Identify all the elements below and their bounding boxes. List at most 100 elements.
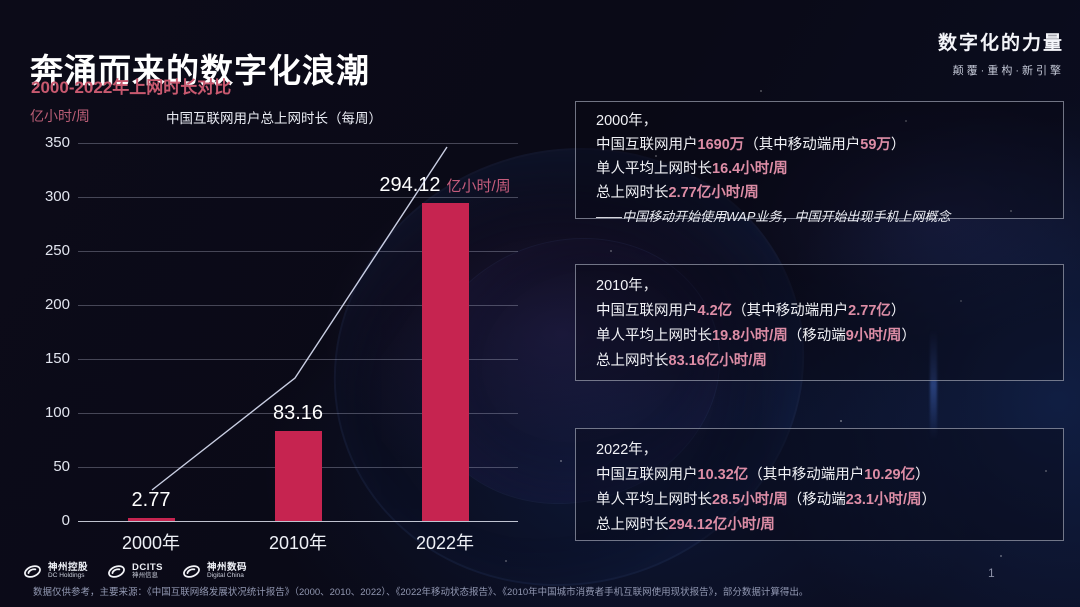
highlighted-value: 23.1小时/周 bbox=[845, 492, 922, 508]
y-tick-150: 150 bbox=[44, 350, 70, 367]
brand-block: 数字化的力量 颠覆·重构·新引擎 bbox=[938, 28, 1064, 78]
info-box-line: 单人平均上网时长16.4小时/周 bbox=[596, 157, 1043, 181]
bar-2010年 bbox=[274, 431, 322, 521]
highlighted-value: 9小时/周 bbox=[845, 328, 902, 344]
data-source-note: 数据仅供参考，主要来源：《中国互联网络发展状况统计报告》（2000、2010、2… bbox=[33, 587, 809, 598]
galaxy-swirl-icon bbox=[183, 565, 200, 578]
y-axis-unit-label: 亿小时/周 bbox=[30, 108, 90, 124]
highlighted-value: 294.12亿小时/周 bbox=[668, 517, 775, 533]
plain-text: 中国互联网用户 bbox=[596, 467, 698, 483]
brand-tagline: 颠覆·重构·新引擎 bbox=[952, 65, 1064, 77]
x-axis-label-2010年: 2010年 bbox=[268, 533, 328, 553]
info-box-year: 2000年， bbox=[596, 113, 658, 129]
stars-decoration bbox=[0, 0, 2, 2]
highlighted-value: 1690万 bbox=[697, 137, 745, 153]
info-box-line: 中国互联网用户4.2亿（其中移动端用户2.77亿） bbox=[596, 299, 1043, 324]
plain-text: 总上网时长 bbox=[596, 185, 669, 201]
highlighted-value: 28.5小时/周 bbox=[712, 492, 788, 508]
highlighted-value: 4.2亿 bbox=[697, 303, 733, 319]
gridline-100 bbox=[78, 413, 518, 414]
gridline-250 bbox=[78, 251, 518, 252]
plain-text: 中国互联网用户 bbox=[596, 303, 698, 319]
info-box-line: 中国互联网用户10.32亿（其中移动端用户10.29亿） bbox=[596, 463, 1043, 488]
plain-text: （其中移动端用户 bbox=[744, 137, 861, 153]
info-box-line: 总上网时长83.16亿小时/周 bbox=[596, 349, 1043, 374]
logo-row: 神州控股 DC Holdings DCITS 神州信息 bbox=[22, 561, 247, 582]
trend-line bbox=[151, 146, 448, 491]
logo-primary-text: 神州数码 bbox=[207, 562, 248, 574]
logo-primary-text: 神州控股 bbox=[48, 562, 89, 574]
plain-text: 总上网时长 bbox=[596, 353, 669, 369]
y-tick-350: 350 bbox=[44, 134, 70, 151]
page-number: 1 bbox=[988, 566, 995, 580]
y-tick-200: 200 bbox=[44, 296, 70, 313]
bar-chart: 亿小时/周 中国互联网用户总上网时长（每周） 0 50 100 150 200 250 30… bbox=[28, 100, 542, 578]
y-tick-100: 100 bbox=[44, 404, 70, 421]
galaxy-swirl-icon bbox=[24, 565, 41, 578]
highlighted-value: 19.8小时/周 bbox=[712, 328, 788, 344]
bar-value-unit: 亿小时/周 bbox=[446, 178, 511, 196]
highlighted-value: 2.77亿 bbox=[848, 303, 891, 319]
logo-primary-text: DCITS bbox=[132, 562, 164, 574]
plain-text: 中国互联网用户 bbox=[596, 137, 698, 153]
gridline-200 bbox=[78, 305, 518, 306]
logo-secondary-text: Digital China bbox=[207, 572, 244, 580]
plain-text: 总上网时长 bbox=[596, 517, 669, 533]
galaxy-swirl-icon bbox=[108, 565, 125, 578]
logo-digital-china: 神州数码 Digital China bbox=[181, 561, 247, 582]
plain-text: 单人平均上网时长 bbox=[596, 492, 712, 508]
chart-title: 中国互联网用户总上网时长（每周） bbox=[166, 111, 382, 126]
logo-dcits: DCITS 神州信息 bbox=[106, 561, 163, 582]
plain-text: ） bbox=[921, 492, 937, 508]
y-tick-0: 0 bbox=[61, 512, 70, 529]
info-box-line: 单人平均上网时长19.8小时/周（移动端9小时/周） bbox=[596, 324, 1043, 349]
bar-2022年 bbox=[421, 203, 469, 521]
logo-secondary-text: 神州信息 bbox=[132, 572, 159, 580]
bar-value-2000年: 2.77 bbox=[131, 489, 171, 511]
gridline-0 bbox=[78, 521, 518, 522]
highlighted-value: 10.29亿 bbox=[864, 467, 916, 483]
plain-text: ） bbox=[890, 137, 906, 153]
info-box-2022: 2022年， 中国互联网用户10.32亿（其中移动端用户10.29亿） 单人平均… bbox=[575, 428, 1064, 541]
bar-2000年 bbox=[127, 518, 175, 521]
y-tick-300: 300 bbox=[44, 188, 70, 205]
logo-secondary-text: DC Holdings bbox=[48, 572, 85, 580]
x-axis-label-2022年: 2022年 bbox=[415, 533, 475, 553]
plot-area: 0 50 100 150 200 250 300 350 2.77 83.16 294.12 亿小时/… bbox=[45, 134, 518, 529]
gridline-150 bbox=[78, 359, 518, 360]
info-box-2010: 2010年， 中国互联网用户4.2亿（其中移动端用户2.77亿） 单人平均上网时… bbox=[575, 264, 1064, 381]
gridline-300 bbox=[78, 197, 518, 198]
info-box-note: ——中国移动开始使用WAP业务，中国开始出现手机上网概念 bbox=[596, 209, 951, 224]
highlighted-value: 59万 bbox=[860, 137, 891, 153]
plain-text: （移动端 bbox=[787, 492, 846, 508]
y-tick-250: 250 bbox=[44, 242, 70, 259]
page-title: 奔涌而来的数字化浪潮 bbox=[30, 52, 370, 90]
plain-text: ） bbox=[890, 303, 906, 319]
page-subtitle: 2000-2022年上网时长对比 bbox=[31, 78, 232, 97]
info-box-year: 2022年， bbox=[596, 442, 658, 458]
info-box-line: 单人平均上网时长28.5小时/周（移动端23.1小时/周） bbox=[596, 488, 1043, 513]
gridline-350 bbox=[78, 143, 518, 144]
plain-text: （移动端 bbox=[787, 328, 846, 344]
info-box-year: 2010年， bbox=[596, 278, 658, 294]
info-box-line: 总上网时长2.77亿小时/周 bbox=[596, 181, 1043, 205]
plain-text: 单人平均上网时长 bbox=[596, 161, 712, 177]
highlighted-value: 10.32亿 bbox=[697, 467, 749, 483]
logo-dc-holdings: 神州控股 DC Holdings bbox=[22, 561, 88, 582]
bar-value-2010年: 83.16 bbox=[272, 402, 324, 425]
highlighted-value: 16.4小时/周 bbox=[712, 161, 788, 177]
x-axis-label-2000年: 2000年 bbox=[121, 533, 181, 553]
y-tick-50: 50 bbox=[53, 458, 70, 475]
brand-title: 数字化的力量 bbox=[937, 33, 1064, 54]
highlighted-value: 83.16亿小时/周 bbox=[668, 353, 767, 369]
plain-text: （其中移动端用户 bbox=[748, 467, 865, 483]
info-box-2000: 2000年， 中国互联网用户1690万（其中移动端用户59万） 单人平均上网时长… bbox=[575, 101, 1064, 224]
plain-text: （其中移动端用户 bbox=[732, 303, 849, 319]
plain-text: ） bbox=[915, 467, 930, 483]
plain-text: ） bbox=[901, 328, 916, 344]
highlighted-value: 2.77亿小时/周 bbox=[668, 185, 759, 201]
plain-text: 单人平均上网时长 bbox=[596, 328, 712, 344]
info-box-line: 中国互联网用户1690万（其中移动端用户59万） bbox=[596, 133, 1043, 157]
info-box-line: 总上网时长294.12亿小时/周 bbox=[596, 513, 1043, 538]
